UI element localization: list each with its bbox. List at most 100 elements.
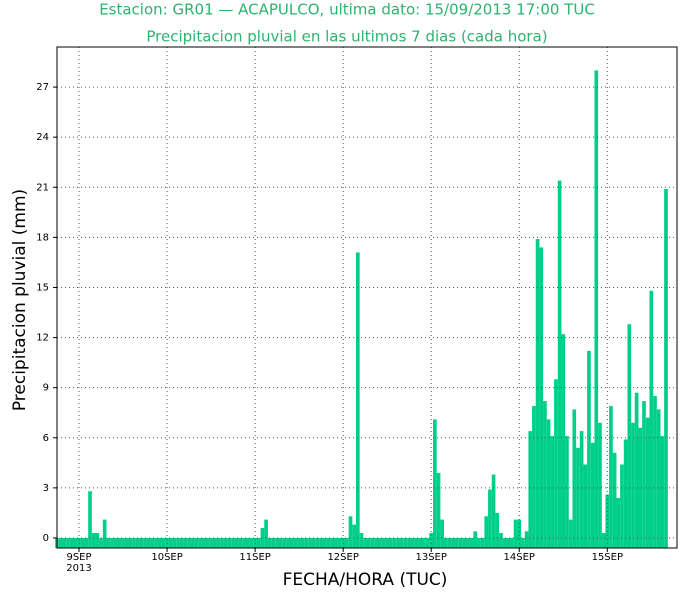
y-tick-label: 15 xyxy=(36,282,49,293)
bar xyxy=(260,527,265,548)
bar xyxy=(84,537,89,548)
x-tick-label: 9SEP xyxy=(66,552,91,563)
bar xyxy=(433,419,437,548)
bar xyxy=(407,537,412,548)
bar xyxy=(220,537,224,548)
bar xyxy=(139,537,144,548)
bar xyxy=(491,474,496,548)
bar xyxy=(267,537,272,548)
x-tick-label: 12SEP xyxy=(327,552,358,563)
bar xyxy=(256,537,261,548)
bar xyxy=(477,537,481,548)
bar xyxy=(304,537,309,548)
y-tick-label: 21 xyxy=(36,182,49,193)
bar xyxy=(631,422,635,548)
bar xyxy=(289,537,294,548)
bar xyxy=(480,537,485,548)
bar xyxy=(436,472,441,548)
bar xyxy=(649,290,654,548)
bar xyxy=(609,406,613,548)
x-axis-label: FECHA/HORA (TUC) xyxy=(283,570,448,590)
bar xyxy=(374,537,379,548)
bar xyxy=(451,537,456,548)
bar xyxy=(645,417,650,548)
bar xyxy=(528,431,533,548)
x-tick-label: 13SEP xyxy=(415,552,446,563)
x-tick-label: 14SEP xyxy=(504,552,535,563)
bar xyxy=(414,537,419,548)
bar xyxy=(572,409,577,548)
bar xyxy=(422,537,426,548)
bar xyxy=(634,392,639,548)
bar xyxy=(521,537,525,548)
bar xyxy=(77,537,81,548)
plot-frame xyxy=(56,46,678,549)
year-label: 2013 xyxy=(66,563,91,574)
bar xyxy=(102,519,107,548)
y-tick-label: 12 xyxy=(36,333,49,344)
bar xyxy=(117,537,122,548)
bar xyxy=(367,537,371,548)
bar xyxy=(524,531,529,548)
bar xyxy=(389,537,393,548)
bar xyxy=(642,401,646,548)
bar xyxy=(539,247,544,548)
bar xyxy=(227,537,232,548)
bar xyxy=(495,512,500,548)
bar xyxy=(587,350,591,548)
chart-title: Estacion: GR01 — ACAPULCO, ultima dato: … xyxy=(99,1,595,19)
bar xyxy=(161,537,166,548)
x-tick-label: 11SEP xyxy=(239,552,270,563)
bar xyxy=(242,537,246,548)
bar xyxy=(308,537,312,548)
bar xyxy=(385,537,390,548)
bar xyxy=(66,537,70,548)
bar xyxy=(403,537,408,548)
bar xyxy=(653,396,657,548)
bar xyxy=(121,537,125,548)
bar xyxy=(418,537,423,548)
bar xyxy=(62,537,67,548)
bar xyxy=(165,537,169,548)
bar xyxy=(447,537,452,548)
bar xyxy=(179,537,184,548)
bar xyxy=(400,537,404,548)
bar xyxy=(205,537,210,548)
bar xyxy=(532,406,536,548)
bar xyxy=(183,537,188,548)
bar xyxy=(322,537,327,548)
bar xyxy=(278,537,283,548)
y-axis-label: Precipitacion pluvial (mm) xyxy=(10,189,30,411)
bar xyxy=(623,439,628,548)
bar xyxy=(154,537,158,548)
bar xyxy=(132,537,136,548)
bar xyxy=(546,419,551,548)
bar xyxy=(381,537,386,548)
bar xyxy=(99,537,103,548)
bar xyxy=(550,436,555,548)
bar xyxy=(271,537,276,548)
bar xyxy=(326,537,331,548)
bar xyxy=(605,494,610,548)
bar xyxy=(300,537,305,548)
bar xyxy=(88,491,92,548)
bar xyxy=(455,537,459,548)
bar xyxy=(543,401,547,548)
bar xyxy=(245,537,250,548)
bar xyxy=(355,252,360,548)
bar xyxy=(576,447,580,548)
bar xyxy=(69,537,74,548)
bar xyxy=(462,537,467,548)
bar xyxy=(286,537,290,548)
bar xyxy=(359,532,364,548)
bar xyxy=(253,537,257,548)
bar xyxy=(95,532,100,548)
bar xyxy=(370,537,375,548)
bar xyxy=(502,537,507,548)
bar xyxy=(664,188,668,548)
bar xyxy=(319,537,323,548)
bar xyxy=(425,537,430,548)
bar xyxy=(297,537,301,548)
bar xyxy=(620,464,624,548)
bar xyxy=(517,519,522,548)
